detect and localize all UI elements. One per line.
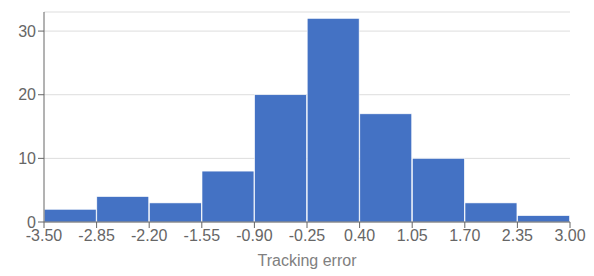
svg-text:2.35: 2.35 (502, 227, 533, 244)
svg-text:1.05: 1.05 (397, 227, 428, 244)
svg-text:20: 20 (18, 86, 36, 103)
svg-text:0.40: 0.40 (344, 227, 375, 244)
svg-text:30: 30 (18, 23, 36, 40)
svg-text:-1.55: -1.55 (184, 227, 221, 244)
svg-text:-0.90: -0.90 (236, 227, 273, 244)
svg-text:-2.85: -2.85 (78, 227, 115, 244)
svg-text:-0.25: -0.25 (289, 227, 326, 244)
svg-text:1.70: 1.70 (449, 227, 480, 244)
svg-text:-2.20: -2.20 (131, 227, 168, 244)
svg-text:3.00: 3.00 (554, 227, 585, 244)
svg-text:Tracking error: Tracking error (258, 252, 358, 269)
svg-text:-3.50: -3.50 (25, 227, 63, 245)
svg-text:10: 10 (18, 150, 36, 167)
svg-text:0: 0 (27, 214, 36, 231)
